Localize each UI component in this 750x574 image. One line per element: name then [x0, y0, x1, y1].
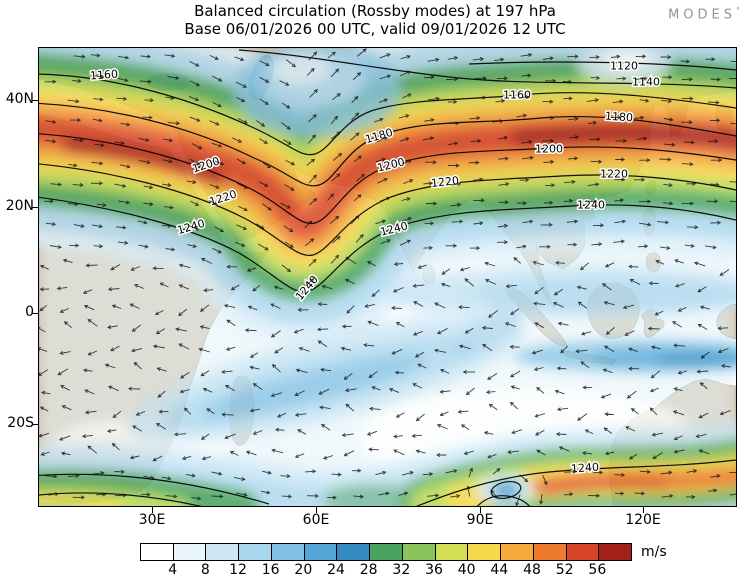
- colorbar-cell: [599, 544, 632, 560]
- contour-lines: [39, 49, 736, 506]
- axis-tick: [480, 507, 481, 513]
- y-axis-label: 0: [25, 304, 34, 320]
- colorbar-tick-label: 24: [327, 562, 345, 574]
- y-axis-label: 40N: [5, 91, 34, 107]
- colorbar-cell: [435, 544, 469, 560]
- chart-title: Balanced circulation (Rossby modes) at 1…: [194, 2, 556, 20]
- x-axis-label: 60E: [302, 512, 330, 528]
- wind-vector-arrows: [39, 48, 736, 506]
- axis-tick: [32, 100, 38, 101]
- colorbar-tick-label: 8: [200, 562, 210, 574]
- colorbar-cell: [271, 544, 305, 560]
- colorbar-tick-label: 40: [457, 562, 476, 574]
- axis-tick: [152, 507, 153, 513]
- colorbar-cell: [141, 544, 174, 560]
- axis-tick: [32, 424, 38, 425]
- contour-label: 1160: [503, 89, 531, 102]
- contour-label: 1240: [577, 199, 605, 212]
- colorbar-tick-label: 28: [359, 562, 378, 574]
- contour-label: 1140: [632, 76, 660, 89]
- modes-logo: MODES°: [668, 6, 740, 22]
- colorbar-tick-label: 36: [425, 562, 443, 574]
- x-axis-label: 30E: [138, 512, 166, 528]
- colorbar: [140, 543, 632, 561]
- contour-label: 1240: [571, 461, 600, 476]
- colorbar-cell: [370, 544, 403, 560]
- modes-logo-text: MODES: [668, 7, 736, 23]
- modes-logo-mark: °: [736, 6, 740, 15]
- colorbar-cell: [173, 544, 207, 560]
- colorbar-tick-label: 52: [555, 562, 574, 574]
- colorbar-cell: [468, 544, 502, 560]
- y-axis-label: 20S: [7, 415, 34, 431]
- x-axis-label: 120E: [625, 512, 661, 528]
- map-panel: 1120 1140 1160 1160 1180 1180 1200 1200 1200 1220…: [38, 47, 737, 507]
- contour-label: 1160: [90, 68, 119, 83]
- colorbar-tick-label: 32: [392, 562, 411, 574]
- chart-subtitle: Base 06/01/2026 00 UTC, valid 09/01/2026…: [184, 20, 566, 38]
- x-axis-label: 90E: [466, 512, 494, 528]
- colorbar-tick-label: 16: [261, 562, 280, 574]
- wind-speed-field: [39, 48, 736, 506]
- colorbar-tick-label: 44: [490, 562, 509, 574]
- contour-label: 1220: [430, 174, 459, 190]
- colorbar-tick-label: 48: [523, 562, 541, 574]
- colorbar-cell: [304, 544, 338, 560]
- colorbar-cell: [501, 544, 534, 560]
- axis-tick: [32, 313, 38, 314]
- wind-vectors: [39, 48, 736, 506]
- colorbar-tick-label: 4: [168, 562, 178, 574]
- colorbar-tick-label: 12: [229, 562, 247, 574]
- colorbar-tick-label: 20: [294, 562, 313, 574]
- axis-tick: [316, 507, 317, 513]
- contour-label: 1200: [535, 143, 563, 156]
- colorbar-tick-label: 56: [588, 562, 607, 574]
- colorbar-cell: [206, 544, 240, 560]
- colorbar-units-label: m/s: [641, 544, 667, 560]
- y-axis-label: 20N: [5, 198, 34, 214]
- colorbar-cell: [402, 544, 436, 560]
- axis-tick: [643, 507, 644, 513]
- colorbar-cell: [337, 544, 371, 560]
- colorbar-cell: [533, 544, 567, 560]
- contour-label: 1120: [610, 60, 638, 73]
- axis-tick: [32, 207, 38, 208]
- colorbar-cell: [239, 544, 272, 560]
- contour-label: 1220: [600, 168, 628, 181]
- colorbar-cell: [566, 544, 600, 560]
